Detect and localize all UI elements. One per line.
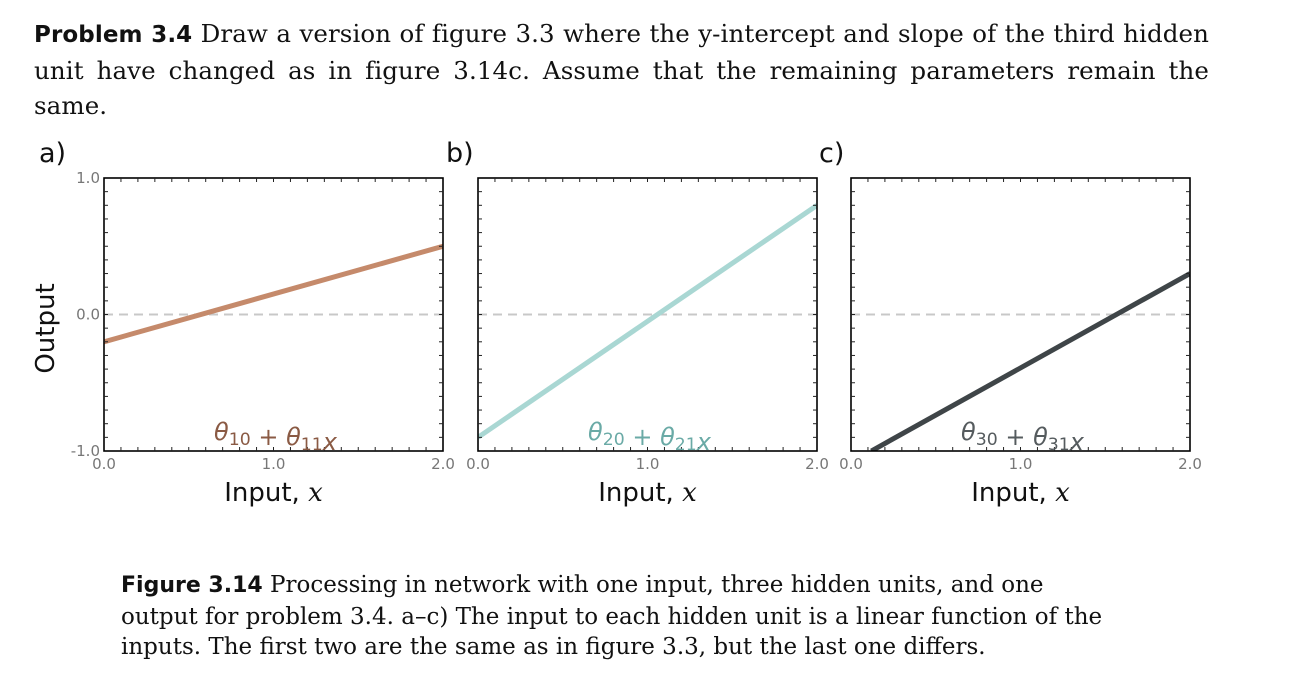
x-tick-label: 2.0 bbox=[1178, 455, 1202, 473]
panel-label: b) bbox=[446, 138, 474, 169]
x-tick-label: 0.0 bbox=[839, 455, 863, 473]
problem-label: Problem 3.4 bbox=[34, 22, 193, 48]
x-tick-label: 0.0 bbox=[466, 455, 490, 473]
panel-label: c) bbox=[819, 138, 844, 169]
figure-caption: Figure 3.14 Processing in network with o… bbox=[121, 570, 1116, 663]
series-annotation: θ20 + θ21x bbox=[588, 418, 712, 456]
data-line bbox=[104, 243, 443, 345]
panel-label: a) bbox=[39, 138, 66, 169]
data-line bbox=[870, 271, 1190, 451]
data-line bbox=[478, 203, 817, 440]
x-axis-label: Input, x bbox=[971, 478, 1070, 508]
x-tick-label: 1.0 bbox=[1009, 455, 1033, 473]
series-group bbox=[870, 271, 1190, 451]
caption-text: Processing in network with one input, th… bbox=[121, 572, 1103, 660]
x-axis-label: Input, x bbox=[598, 478, 697, 508]
x-axis-label: Input, x bbox=[224, 478, 323, 508]
x-tick-label: 1.0 bbox=[262, 455, 286, 473]
x-tick-label: 1.0 bbox=[636, 455, 660, 473]
y-tick-label: 1.0 bbox=[76, 169, 100, 187]
problem-text: Draw a version of figure 3.3 where the y… bbox=[34, 19, 1210, 120]
y-tick-label: -1.0 bbox=[71, 442, 100, 460]
series-annotation: θ10 + θ11x bbox=[214, 418, 338, 456]
series-group bbox=[104, 243, 443, 345]
y-axis-label: Output bbox=[31, 283, 61, 373]
caption-label: Figure 3.14 bbox=[121, 573, 263, 598]
y-tick-label: 0.0 bbox=[76, 306, 100, 324]
x-tick-label: 0.0 bbox=[92, 455, 116, 473]
x-tick-label: 2.0 bbox=[805, 455, 829, 473]
series-group bbox=[478, 203, 817, 440]
problem-statement: Problem 3.4 Draw a version of figure 3.3… bbox=[34, 16, 1209, 123]
x-tick-label: 2.0 bbox=[431, 455, 455, 473]
series-annotation: θ30 + θ31x bbox=[961, 418, 1085, 456]
